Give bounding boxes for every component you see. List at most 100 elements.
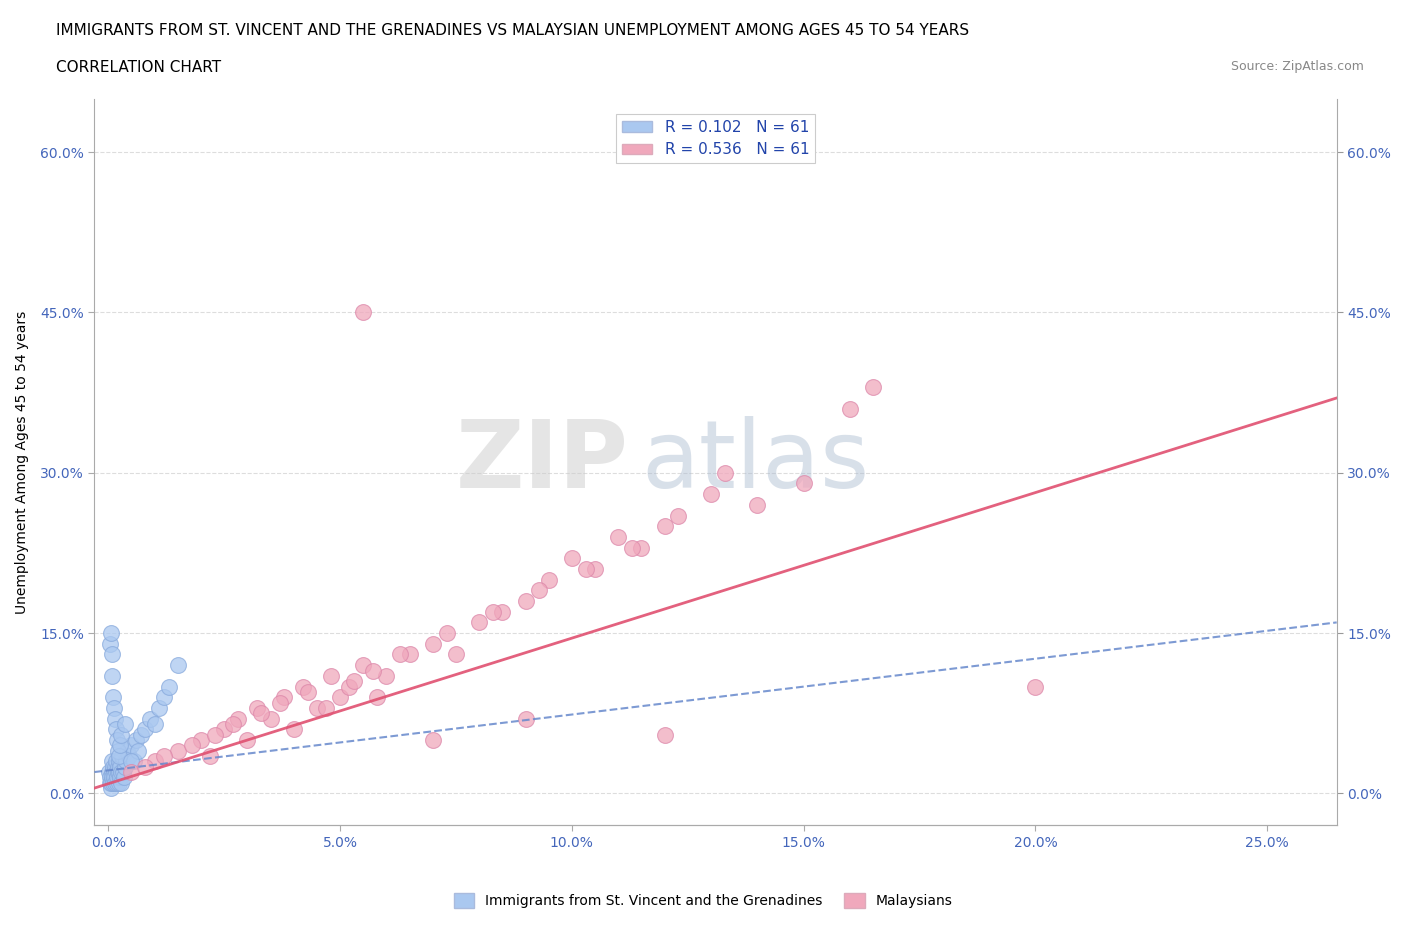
- Text: IMMIGRANTS FROM ST. VINCENT AND THE GRENADINES VS MALAYSIAN UNEMPLOYMENT AMONG A: IMMIGRANTS FROM ST. VINCENT AND THE GREN…: [56, 23, 969, 38]
- Text: ZIP: ZIP: [456, 416, 628, 508]
- Point: [283, 722, 305, 737]
- Point: [297, 684, 319, 699]
- Point: [468, 615, 491, 630]
- Point: [105, 722, 128, 737]
- Point: [315, 700, 337, 715]
- Point: [422, 636, 444, 651]
- Point: [104, 711, 127, 726]
- Point: [537, 572, 560, 587]
- Point: [337, 679, 360, 694]
- Point: [273, 690, 295, 705]
- Point: [121, 754, 143, 769]
- Point: [246, 700, 269, 715]
- Point: [343, 673, 366, 688]
- Point: [329, 690, 352, 705]
- Point: [107, 743, 129, 758]
- Point: [101, 759, 124, 774]
- Point: [366, 690, 388, 705]
- Point: [108, 737, 131, 752]
- Point: [110, 776, 132, 790]
- Point: [583, 562, 606, 577]
- Point: [105, 776, 128, 790]
- Point: [118, 749, 141, 764]
- Point: [127, 743, 149, 758]
- Point: [190, 733, 212, 748]
- Point: [180, 737, 202, 752]
- Point: [793, 476, 815, 491]
- Point: [259, 711, 281, 726]
- Point: [515, 711, 537, 726]
- Point: [110, 727, 132, 742]
- Point: [607, 529, 630, 544]
- Point: [292, 679, 315, 694]
- Point: [105, 764, 128, 779]
- Point: [305, 700, 328, 715]
- Point: [122, 754, 145, 769]
- Point: [668, 508, 690, 523]
- Point: [103, 764, 125, 779]
- Point: [100, 764, 122, 779]
- Point: [104, 759, 127, 774]
- Point: [529, 583, 551, 598]
- Point: [103, 770, 125, 785]
- Point: [422, 733, 444, 748]
- Point: [222, 716, 245, 731]
- Point: [143, 716, 166, 731]
- Point: [839, 401, 862, 416]
- Point: [107, 764, 129, 779]
- Point: [134, 722, 156, 737]
- Point: [148, 700, 170, 715]
- Point: [398, 647, 420, 662]
- Point: [110, 764, 132, 779]
- Point: [98, 770, 121, 785]
- Point: [100, 780, 122, 795]
- Point: [114, 759, 136, 774]
- Point: [352, 305, 374, 320]
- Point: [630, 540, 652, 555]
- Legend: R = 0.102   N = 61, R = 0.536   N = 61: R = 0.102 N = 61, R = 0.536 N = 61: [616, 113, 815, 164]
- Point: [98, 764, 121, 779]
- Point: [204, 727, 226, 742]
- Point: [101, 770, 124, 785]
- Point: [104, 776, 127, 790]
- Point: [352, 658, 374, 672]
- Point: [129, 727, 152, 742]
- Point: [444, 647, 467, 662]
- Point: [112, 770, 135, 785]
- Point: [200, 749, 222, 764]
- Point: [491, 604, 513, 619]
- Point: [654, 519, 676, 534]
- Point: [101, 669, 124, 684]
- Point: [226, 711, 249, 726]
- Point: [108, 759, 131, 774]
- Point: [166, 658, 188, 672]
- Point: [110, 770, 132, 785]
- Point: [103, 700, 125, 715]
- Point: [143, 754, 166, 769]
- Point: [108, 764, 131, 779]
- Point: [101, 754, 124, 769]
- Point: [125, 733, 148, 748]
- Point: [714, 465, 737, 480]
- Point: [361, 663, 384, 678]
- Point: [654, 727, 676, 742]
- Point: [250, 706, 273, 721]
- Point: [108, 754, 131, 769]
- Point: [115, 743, 138, 758]
- Point: [153, 690, 176, 705]
- Legend: Immigrants from St. Vincent and the Grenadines, Malaysians: Immigrants from St. Vincent and the Gren…: [449, 888, 957, 914]
- Point: [166, 743, 188, 758]
- Point: [104, 754, 127, 769]
- Point: [107, 759, 129, 774]
- Point: [515, 593, 537, 608]
- Point: [115, 754, 138, 769]
- Point: [112, 764, 135, 779]
- Point: [561, 551, 583, 565]
- Y-axis label: Unemployment Among Ages 45 to 54 years: Unemployment Among Ages 45 to 54 years: [15, 311, 30, 614]
- Point: [105, 733, 128, 748]
- Point: [134, 759, 156, 774]
- Point: [98, 776, 121, 790]
- Point: [436, 626, 458, 641]
- Point: [103, 776, 125, 790]
- Point: [153, 749, 176, 764]
